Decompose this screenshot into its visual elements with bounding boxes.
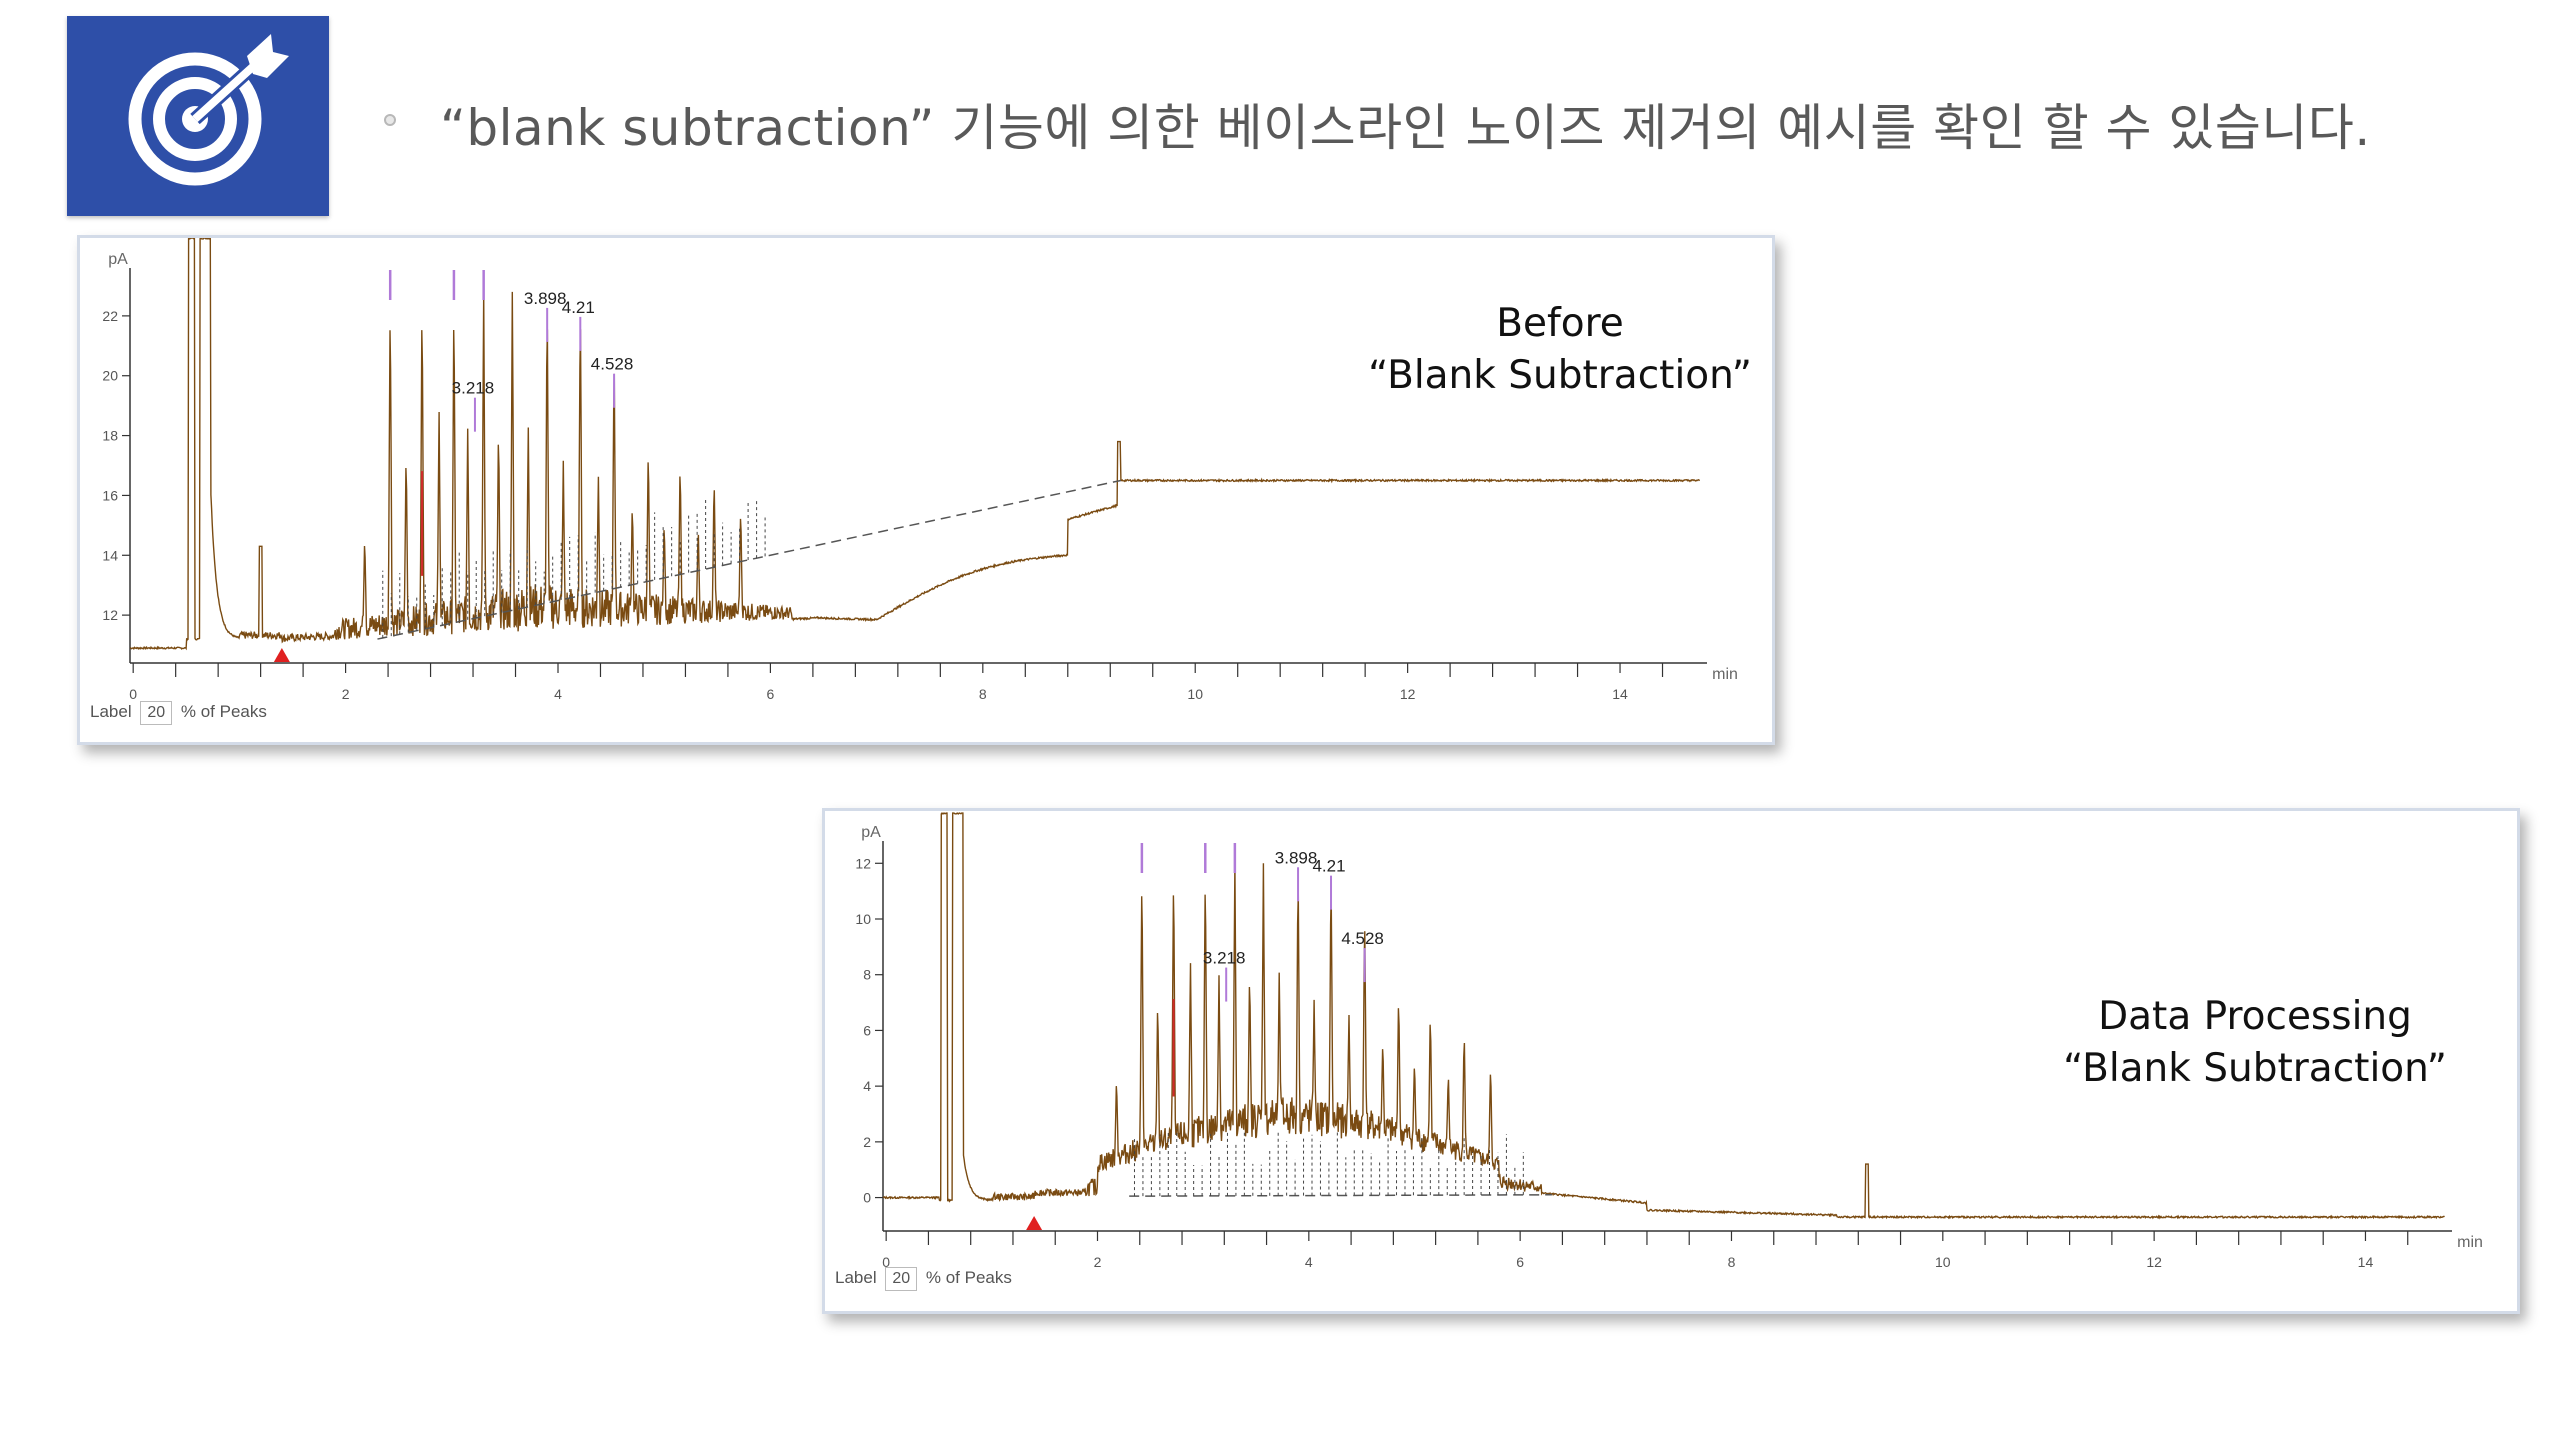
page-headline: “blank subtraction” 기능에 의한 베이스라인 노이즈 제거의…	[440, 99, 2371, 157]
chart-panel-after: 0 2 4 6 8 10 12 0 2 4 6 8 10 12 14 pA min 3.218 3.898 4.21 4…	[822, 808, 2520, 1314]
x-tick-label: 12	[2146, 1254, 2162, 1270]
x-tick-label: 0	[129, 686, 137, 702]
x-tick-label: 8	[1728, 1254, 1736, 1270]
x-tick-label: 6	[1516, 1254, 1524, 1270]
peak-label: 4.528	[591, 355, 634, 374]
y-axis-label: pA	[108, 251, 128, 268]
x-tick-label: 14	[1612, 686, 1628, 702]
y-tick-label: 0	[863, 1190, 871, 1206]
y-tick-label: 2	[863, 1134, 871, 1150]
label-value-input[interactable]: 20	[140, 701, 173, 725]
y-tick-label: 18	[102, 428, 118, 444]
peak-label: 3.898	[1275, 848, 1318, 867]
bullet-dot	[384, 114, 396, 126]
y-tick-label: 12	[102, 607, 118, 623]
chromatogram-trace	[129, 238, 1701, 651]
label-suffix: % of Peaks	[180, 702, 267, 721]
y-tick-label: 14	[102, 547, 118, 563]
x-tick-label: 2	[342, 686, 350, 702]
caption-before-line1: Before	[1496, 301, 1624, 346]
label-control-after: Label 20 % of Peaks	[835, 1267, 1012, 1291]
chromatogram-trace	[882, 812, 2445, 1220]
target-arrow-icon	[128, 34, 289, 186]
injection-marker	[1026, 1216, 1043, 1230]
x-tick-label: 4	[1305, 1254, 1313, 1270]
y-tick-label: 22	[102, 308, 118, 324]
y-tick-label: 12	[855, 855, 871, 871]
caption-after: Data Processing “Blank Subtraction”	[1955, 991, 2555, 1095]
x-tick-label: 6	[767, 686, 775, 702]
peak-label: 4.528	[1341, 929, 1384, 948]
x-axis-label: min	[2457, 1234, 2483, 1251]
label-control-before: Label 20 % of Peaks	[90, 701, 267, 725]
y-tick-label: 20	[102, 368, 118, 384]
logo-tile	[67, 16, 329, 216]
y-axis-label: pA	[861, 824, 881, 841]
y-tick-label: 4	[863, 1078, 871, 1094]
x-tick-label: 10	[1187, 686, 1203, 702]
y-tick-label: 6	[863, 1022, 871, 1038]
y-tick-label: 10	[855, 911, 871, 927]
peak-label: 3.218	[1203, 949, 1246, 968]
integration-baseline	[377, 479, 1122, 640]
caption-before-line2: “Blank Subtraction”	[1368, 353, 1752, 398]
label-text: Label	[90, 702, 132, 721]
injection-marker	[273, 648, 290, 662]
integration-baseline	[1129, 1194, 1552, 1197]
x-tick-label: 14	[2358, 1254, 2374, 1270]
peak-label: 4.21	[1312, 857, 1345, 876]
label-value-input[interactable]: 20	[885, 1267, 918, 1291]
y-tick-label: 8	[863, 967, 871, 983]
x-tick-label: 10	[1935, 1254, 1951, 1270]
caption-after-line2: “Blank Subtraction”	[2063, 1046, 2447, 1091]
peak-label: 3.898	[524, 289, 567, 308]
caption-before: Before “Blank Subtraction”	[1260, 298, 1860, 402]
x-tick-label: 4	[554, 686, 562, 702]
x-tick-label: 0	[882, 1254, 890, 1270]
peak-label: 3.218	[452, 379, 495, 398]
x-tick-label: 8	[979, 686, 987, 702]
x-tick-label: 12	[1400, 686, 1416, 702]
x-axis-label: min	[1712, 666, 1738, 683]
y-tick-label: 16	[102, 487, 118, 503]
x-tick-label: 2	[1094, 1254, 1102, 1270]
chart-panel-before: 12 14 16 18 20 22 0 2 4 6 8 10 12 14 pA min 3.218 3.898 4.…	[77, 235, 1775, 745]
label-suffix: % of Peaks	[925, 1268, 1012, 1287]
caption-after-line1: Data Processing	[2098, 994, 2412, 1039]
label-text: Label	[835, 1268, 877, 1287]
peak-label: 4.21	[562, 298, 595, 317]
